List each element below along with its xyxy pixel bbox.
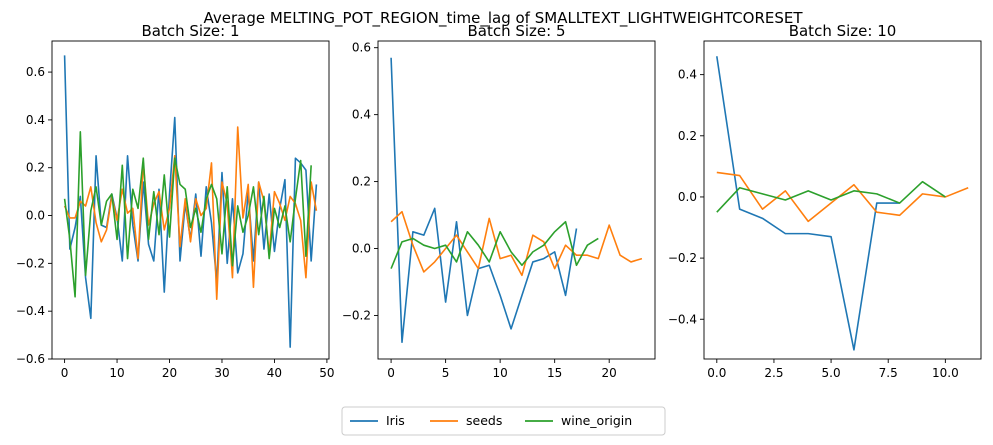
panel-title: Batch Size: 5 bbox=[467, 22, 565, 40]
y-tick-label: 0.0 bbox=[352, 242, 371, 256]
series-line-iris bbox=[390, 57, 578, 344]
x-tick-label: 20 bbox=[602, 366, 617, 380]
series-line-seeds bbox=[63, 126, 318, 301]
panel-title: Batch Size: 10 bbox=[789, 22, 897, 40]
y-tick-label: 0.0 bbox=[678, 190, 697, 204]
legend-label-seeds: seeds bbox=[466, 413, 502, 428]
x-tick-label: 0.0 bbox=[707, 366, 726, 380]
panel-1: Batch Size: 1 0 10 20 30 40 50 −0.6 −0.4 −0.2 0.0 0… bbox=[16, 22, 335, 380]
x-tick-label: 10 bbox=[493, 366, 508, 380]
axes-frame bbox=[51, 40, 330, 360]
y-tick-label: −0.2 bbox=[668, 251, 697, 265]
y-tick-label: 0.2 bbox=[352, 175, 371, 189]
legend-label-wine-origin: wine_origin bbox=[561, 413, 632, 428]
y-tick-label: 0.6 bbox=[352, 41, 371, 55]
y-tick-label: −0.6 bbox=[16, 352, 45, 366]
x-tick-label: 7.5 bbox=[879, 366, 898, 380]
x-tick-label: 0 bbox=[387, 366, 395, 380]
x-tick-label: 0 bbox=[61, 366, 69, 380]
x-tick-label: 40 bbox=[267, 366, 282, 380]
x-tick-label: 50 bbox=[319, 366, 334, 380]
series-line-wine-origin bbox=[63, 131, 312, 298]
y-tick-label: 0.4 bbox=[352, 108, 371, 122]
series-line-seeds bbox=[390, 210, 643, 277]
panel-title: Batch Size: 1 bbox=[141, 22, 239, 40]
y-tick-label: 0.4 bbox=[678, 68, 697, 82]
series-line-wine-origin bbox=[390, 220, 599, 269]
y-tick-label: 0.4 bbox=[26, 113, 45, 127]
x-tick-label: 15 bbox=[547, 366, 562, 380]
panel-2: Batch Size: 5 0 5 10 15 20 −0.2 0.0 0.2 0.4 0.6 bbox=[342, 22, 656, 380]
legend-frame bbox=[341, 406, 666, 436]
y-tick-label: −0.4 bbox=[16, 304, 45, 318]
legend-label-iris: Iris bbox=[386, 413, 405, 428]
x-tick-label: 5.0 bbox=[822, 366, 841, 380]
y-tick-label: 0.6 bbox=[26, 65, 45, 79]
y-tick-label: 0.2 bbox=[26, 161, 45, 175]
panel-3: Batch Size: 10 0.0 2.5 5.0 7.5 10.0 −0.4 −0.2 0.… bbox=[668, 22, 982, 380]
y-tick-label: −0.2 bbox=[16, 256, 45, 270]
y-tick-label: −0.2 bbox=[342, 308, 371, 322]
x-tick-label: 30 bbox=[214, 366, 229, 380]
legend: Iris seeds wine_origin bbox=[341, 406, 666, 436]
axes-frame bbox=[703, 40, 982, 360]
y-tick-label: 0.2 bbox=[678, 129, 697, 143]
figure-title: Average MELTING_POT_REGION_time_lag of S… bbox=[203, 9, 803, 28]
series-line-wine-origin bbox=[716, 180, 946, 213]
x-tick-label: 2.5 bbox=[764, 366, 783, 380]
series-line-seeds bbox=[716, 171, 969, 223]
series-line-iris bbox=[716, 56, 900, 351]
axes-frame bbox=[377, 40, 656, 360]
x-tick-label: 10.0 bbox=[932, 366, 959, 380]
y-tick-label: −0.4 bbox=[668, 312, 697, 326]
y-tick-label: 0.0 bbox=[26, 209, 45, 223]
x-tick-label: 10 bbox=[109, 366, 124, 380]
x-tick-label: 20 bbox=[162, 366, 177, 380]
x-tick-label: 5 bbox=[442, 366, 450, 380]
